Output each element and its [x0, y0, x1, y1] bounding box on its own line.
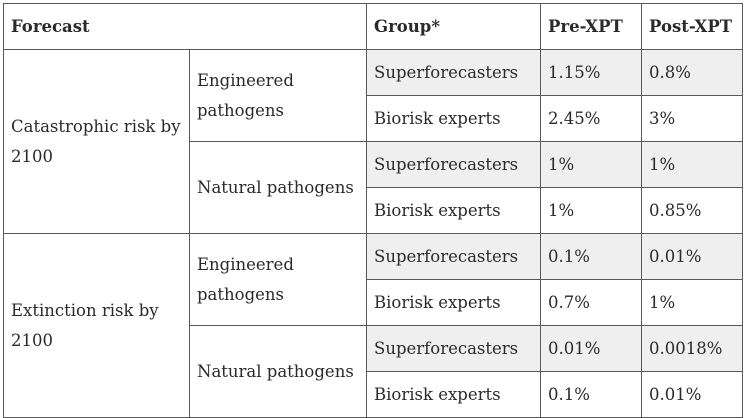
- forecast-label: Extinction risk by 2100: [3, 233, 190, 418]
- pathogen-label: Natural pathogens: [188, 325, 368, 418]
- pre-xpt-cell: 0.1%: [540, 371, 643, 418]
- pre-xpt-cell: 0.1%: [540, 233, 643, 280]
- pathogen-label: Engineered pathogens: [188, 49, 368, 142]
- header-group: Group*: [366, 3, 542, 50]
- pre-xpt-cell: 2.45%: [540, 95, 643, 142]
- pathogen-label: Natural pathogens: [188, 141, 368, 234]
- group-cell: Superforecasters: [366, 325, 542, 372]
- table-row: Biorisk experts 1% 0.85%: [4, 187, 744, 234]
- pre-xpt-cell: 1%: [540, 187, 643, 234]
- pre-xpt-cell: 1%: [540, 141, 643, 188]
- table-row: Biorisk experts 0.1% 0.01%: [4, 371, 744, 418]
- group-cell: Biorisk experts: [366, 279, 542, 326]
- post-xpt-cell: 1%: [641, 279, 744, 326]
- table-row: Extinction risk by 2100 Engineered patho…: [3, 233, 744, 418]
- post-xpt-cell: 1%: [641, 141, 744, 188]
- header-row: Forecast Group* Pre-XPT Post-XPT: [2, 3, 744, 50]
- table-row: Biorisk experts 2.45% 3%: [4, 95, 744, 142]
- group-cell: Superforecasters: [366, 49, 542, 96]
- post-xpt-cell: 0.0018%: [641, 325, 744, 372]
- header-forecast: Forecast: [2, 3, 368, 50]
- table-row: Natural pathogens Superforecasters 0.01%…: [4, 325, 744, 418]
- post-xpt-cell: 0.8%: [641, 49, 744, 96]
- group-cell: Biorisk experts: [366, 187, 542, 234]
- post-xpt-cell: 0.85%: [641, 187, 744, 234]
- header-pre-xpt: Pre-XPT: [540, 3, 643, 50]
- group-cell: Superforecasters: [366, 233, 542, 280]
- post-xpt-cell: 0.01%: [641, 371, 744, 418]
- table-row: Natural pathogens Superforecasters 1% 1%: [4, 141, 744, 234]
- post-xpt-cell: 0.01%: [641, 233, 744, 280]
- table-row: Catastrophic risk by 2100 Engineered pat…: [3, 49, 744, 234]
- forecast-label: Catastrophic risk by 2100: [3, 49, 190, 234]
- post-xpt-cell: 3%: [641, 95, 744, 142]
- pre-xpt-cell: 0.01%: [540, 325, 643, 372]
- group-cell: Superforecasters: [366, 141, 542, 188]
- group-cell: Biorisk experts: [366, 371, 542, 418]
- group-cell: Biorisk experts: [366, 95, 542, 142]
- forecast-table: Forecast Group* Pre-XPT Post-XPT Catastr…: [2, 3, 744, 418]
- table-row: Biorisk experts 0.7% 1%: [4, 279, 744, 326]
- pre-xpt-cell: 0.7%: [540, 279, 643, 326]
- pre-xpt-cell: 1.15%: [540, 49, 643, 96]
- pathogen-label: Engineered pathogens: [188, 233, 368, 326]
- header-post-xpt: Post-XPT: [641, 3, 744, 50]
